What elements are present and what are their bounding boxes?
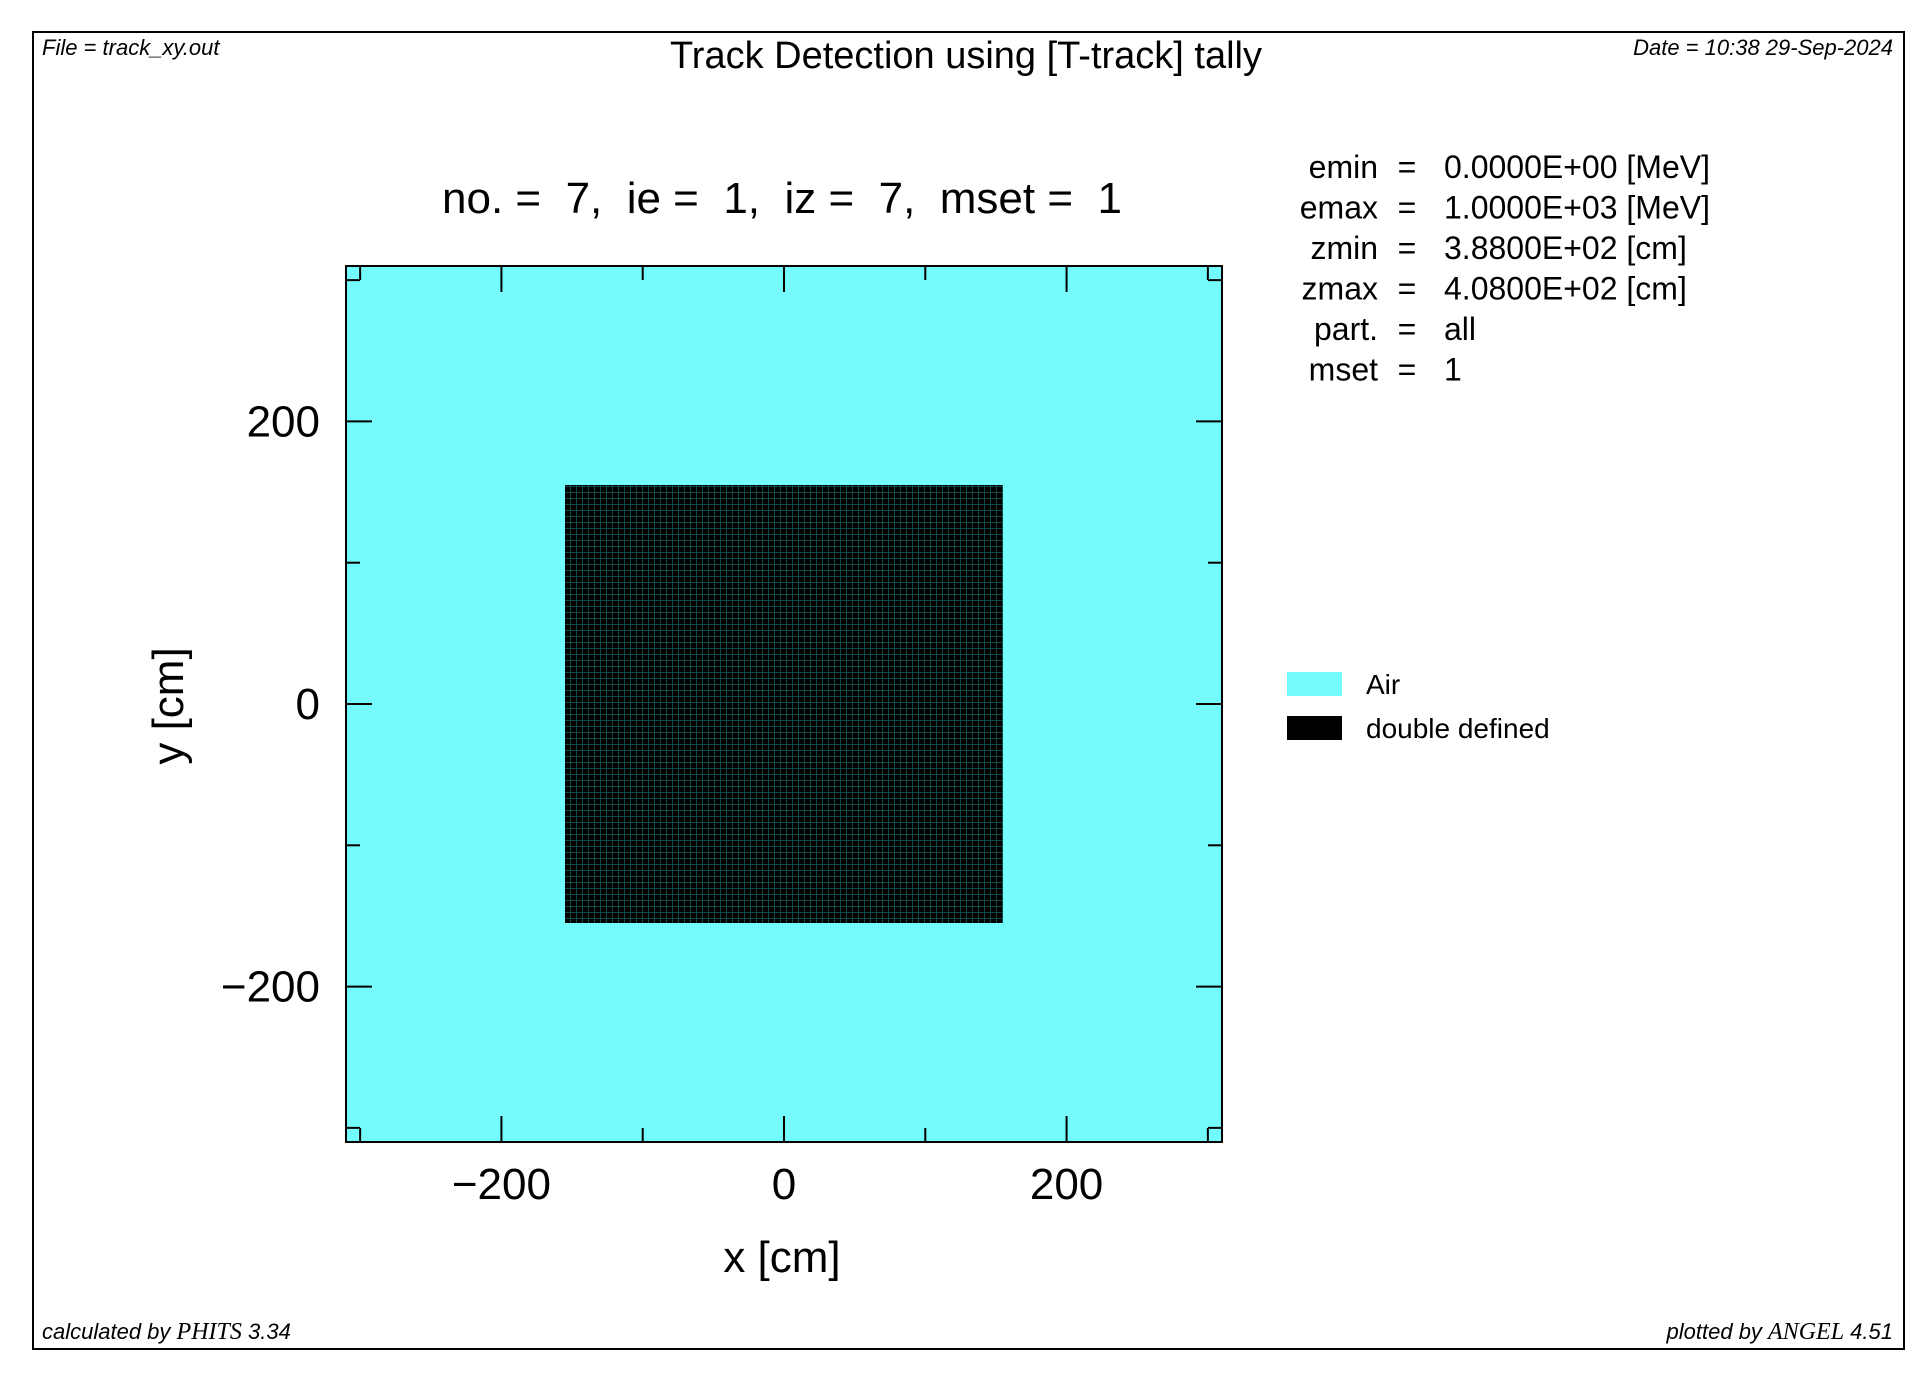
legend-label: double defined (1366, 713, 1550, 744)
date-label: Date = 10:38 29-Sep-2024 (1633, 35, 1893, 60)
x-tick-label: 200 (1030, 1160, 1103, 1209)
y-tick-label: 0 (296, 680, 320, 729)
param-name: part. (1314, 311, 1378, 347)
param-equals: = (1398, 352, 1417, 388)
figure-title: Track Detection using [T-track] tally (670, 35, 1262, 77)
param-value: 0.0000E+00 [MeV] (1444, 149, 1710, 185)
x-tick-label: 0 (772, 1160, 796, 1209)
parameter-list: emin = 0.0000E+00 [MeV] emax = 1.0000E+03 [Me… (1300, 149, 1710, 388)
y-axis-label: y [cm] (144, 647, 193, 764)
param-name: emin (1309, 149, 1378, 185)
legend-swatch (1287, 716, 1342, 740)
legend: Air double defined (1287, 669, 1550, 744)
param-value: 4.0800E+02 [cm] (1444, 271, 1687, 307)
page-frame (32, 31, 1905, 1350)
x-tick-label: −200 (452, 1160, 551, 1209)
param-value: 1.0000E+03 [MeV] (1444, 190, 1710, 226)
phits-logo-text: PHITS (176, 1319, 242, 1345)
param-equals: = (1398, 190, 1417, 226)
param-equals: = (1398, 149, 1417, 185)
param-name: mset (1309, 352, 1378, 388)
plot-area: −200 0 200 −200 0 200 (221, 265, 1223, 1209)
axis-tick-labels: −200 0 200 −200 0 200 (221, 397, 1103, 1209)
param-value: all (1444, 311, 1476, 347)
double-defined-region (565, 485, 1003, 923)
y-tick-label: −200 (221, 963, 320, 1012)
param-name: zmax (1302, 271, 1378, 307)
footer-plotted-by: plotted by ANGEL 4.51 (1666, 1319, 1893, 1345)
param-equals: = (1398, 271, 1417, 307)
angel-logo-text: ANGEL (1766, 1319, 1844, 1345)
legend-label: Air (1366, 669, 1400, 700)
param-value: 1 (1444, 352, 1462, 388)
x-axis-label: x [cm] (723, 1233, 840, 1282)
param-value: 3.8800E+02 [cm] (1444, 230, 1687, 266)
param-equals: = (1398, 230, 1417, 266)
y-tick-label: 200 (247, 397, 320, 446)
footer-calculated-by: calculated by PHITS 3.34 (42, 1319, 291, 1345)
chart-subtitle: no. = 7, ie = 1, iz = 7, mset = 1 (442, 174, 1122, 223)
param-name: emax (1300, 190, 1378, 226)
param-name: zmin (1310, 230, 1378, 266)
legend-swatch (1287, 672, 1342, 696)
param-equals: = (1398, 311, 1417, 347)
file-label: File = track_xy.out (42, 35, 220, 60)
axis-ticks (346, 266, 1222, 1142)
